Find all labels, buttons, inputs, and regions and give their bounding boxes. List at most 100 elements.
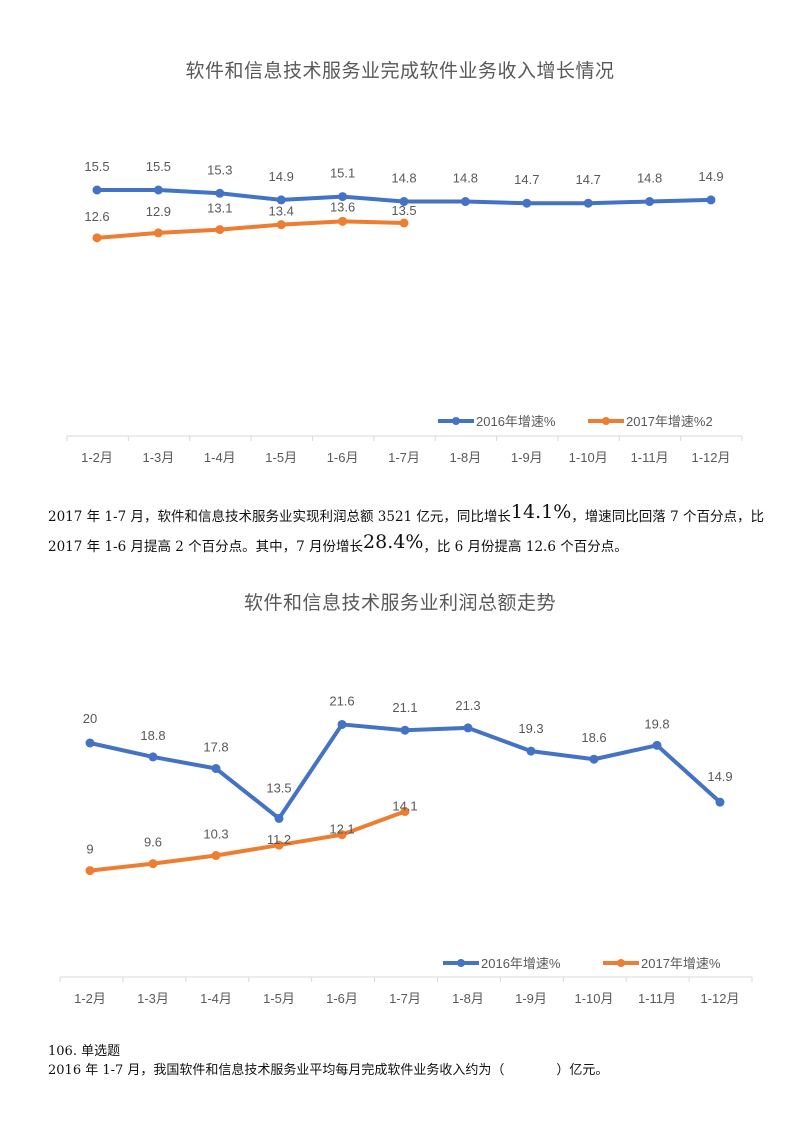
- data-label: 14.1: [392, 798, 417, 813]
- data-label: 18.8: [140, 728, 165, 743]
- x-tick-label: 1-3月: [137, 991, 169, 1006]
- x-tick-label: 1-6月: [327, 450, 359, 465]
- x-tick-label: 1-10月: [574, 991, 613, 1006]
- data-label: 13.4: [269, 204, 294, 219]
- data-point: [274, 813, 284, 823]
- data-point: [338, 192, 348, 202]
- data-point: [337, 830, 347, 840]
- data-label: 13.1: [207, 201, 232, 216]
- x-tick-label: 1-8月: [452, 991, 484, 1006]
- data-point: [589, 754, 599, 764]
- x-tick-label: 1-8月: [450, 450, 482, 465]
- data-label: 19.8: [644, 716, 669, 731]
- x-tick-label: 1-10月: [569, 450, 608, 465]
- paragraph-text: 2017 年 1-6 月提高 2 个百分点。其中，7 月份增长: [48, 539, 364, 555]
- x-tick-label: 1-11月: [631, 450, 669, 465]
- data-label: 12.6: [84, 209, 109, 224]
- data-point: [338, 216, 348, 226]
- data-point: [215, 188, 225, 198]
- question-text: 2016 年 1-7 月，我国软件和信息技术服务业平均每月完成软件业务收入约为（…: [48, 1063, 609, 1078]
- x-tick-label: 1-6月: [326, 991, 358, 1006]
- legend-marker: [602, 417, 610, 425]
- data-point: [460, 197, 470, 207]
- data-label: 14.7: [514, 172, 539, 187]
- x-tick-label: 1-9月: [515, 991, 547, 1006]
- data-point: [715, 797, 725, 807]
- data-point: [215, 225, 225, 235]
- data-label: 14.8: [637, 171, 662, 186]
- data-point: [153, 185, 163, 195]
- data-point: [463, 723, 473, 733]
- data-point: [85, 738, 95, 748]
- data-point: [522, 198, 532, 208]
- data-point: [526, 746, 536, 756]
- data-point: [153, 228, 163, 238]
- data-point: [645, 197, 655, 207]
- data-point: [148, 752, 158, 762]
- x-tick-label: 1-5月: [263, 991, 295, 1006]
- legend-label: 2016年增速%: [481, 956, 561, 971]
- data-point: [706, 195, 716, 205]
- data-label: 15.5: [84, 159, 109, 174]
- highlight-value: 28.4%: [363, 531, 424, 553]
- x-tick-label: 1-11月: [638, 991, 676, 1006]
- data-label: 12.9: [146, 204, 171, 219]
- data-point: [399, 197, 409, 207]
- data-point: [400, 725, 410, 735]
- data-label: 9: [86, 842, 93, 857]
- data-label: 14.9: [707, 769, 732, 784]
- x-tick-label: 1-2月: [81, 450, 113, 465]
- data-label: 19.3: [518, 721, 543, 736]
- data-point: [400, 806, 410, 816]
- x-tick-label: 1-7月: [388, 450, 420, 465]
- x-tick-label: 1-5月: [265, 450, 297, 465]
- data-label: 14.7: [576, 172, 601, 187]
- data-point: [211, 851, 221, 861]
- x-tick-label: 1-4月: [200, 991, 232, 1006]
- paragraph-line-1: 2017 年 1-7 月，软件和信息技术服务业实现利润总额 3521 亿元，同比…: [48, 501, 764, 526]
- data-point: [92, 185, 102, 195]
- data-label: 18.6: [581, 730, 606, 745]
- data-label: 13.5: [266, 780, 291, 795]
- x-tick-label: 1-7月: [389, 991, 421, 1006]
- data-label: 12.1: [329, 822, 354, 837]
- legend-marker: [452, 417, 460, 425]
- legend-label: 2017年增速%: [641, 956, 721, 971]
- data-label: 15.1: [330, 166, 355, 181]
- data-point: [337, 719, 347, 729]
- question-number: 106. 单选题: [48, 1044, 121, 1059]
- data-point: [148, 859, 158, 869]
- data-label: 13.5: [391, 203, 416, 218]
- paragraph-text: ，比 6 月份提高 12.6 个百分点。: [423, 539, 628, 555]
- chart2-title: 软件和信息技术服务业利润总额走势: [243, 592, 556, 614]
- x-tick-label: 1-12月: [700, 991, 739, 1006]
- data-label: 14.8: [453, 171, 478, 186]
- chart1-title: 软件和信息技术服务业完成软件业务收入增长情况: [185, 60, 615, 82]
- legend-marker: [617, 959, 625, 967]
- data-label: 15.5: [146, 159, 171, 174]
- data-label: 21.3: [455, 698, 480, 713]
- data-point: [274, 840, 284, 850]
- legend-label: 2017年增速%2: [626, 414, 713, 429]
- data-point: [276, 195, 286, 205]
- paragraph-line-2: 2017 年 1-6 月提高 2 个百分点。其中，7 月份增长28.4%，比 6…: [48, 531, 628, 556]
- data-label: 20: [83, 711, 97, 726]
- legend-label: 2016年增速%: [476, 414, 556, 429]
- data-label: 9.6: [144, 835, 162, 850]
- data-label: 14.9: [269, 169, 294, 184]
- data-label: 21.6: [329, 693, 354, 708]
- data-point: [583, 198, 593, 208]
- x-tick-label: 1-9月: [511, 450, 543, 465]
- chart1-plot: 1-2月 1-3月 1-4月 1-5月 1-6月 1-7月 1-8月 1-9月 1-10月 1-1…: [66, 159, 743, 465]
- data-label: 14.8: [391, 171, 416, 186]
- data-label: 13.6: [330, 199, 355, 214]
- series-line-1: [95, 219, 406, 240]
- data-label: 10.3: [203, 827, 228, 842]
- data-point: [85, 866, 95, 876]
- data-label: 11.2: [267, 832, 291, 847]
- data-point: [211, 764, 221, 774]
- paragraph-text: 2017 年 1-7 月，软件和信息技术服务业实现利润总额 3521 亿元，同比…: [48, 509, 511, 525]
- series-line-1: [88, 809, 407, 873]
- legend-marker: [457, 959, 465, 967]
